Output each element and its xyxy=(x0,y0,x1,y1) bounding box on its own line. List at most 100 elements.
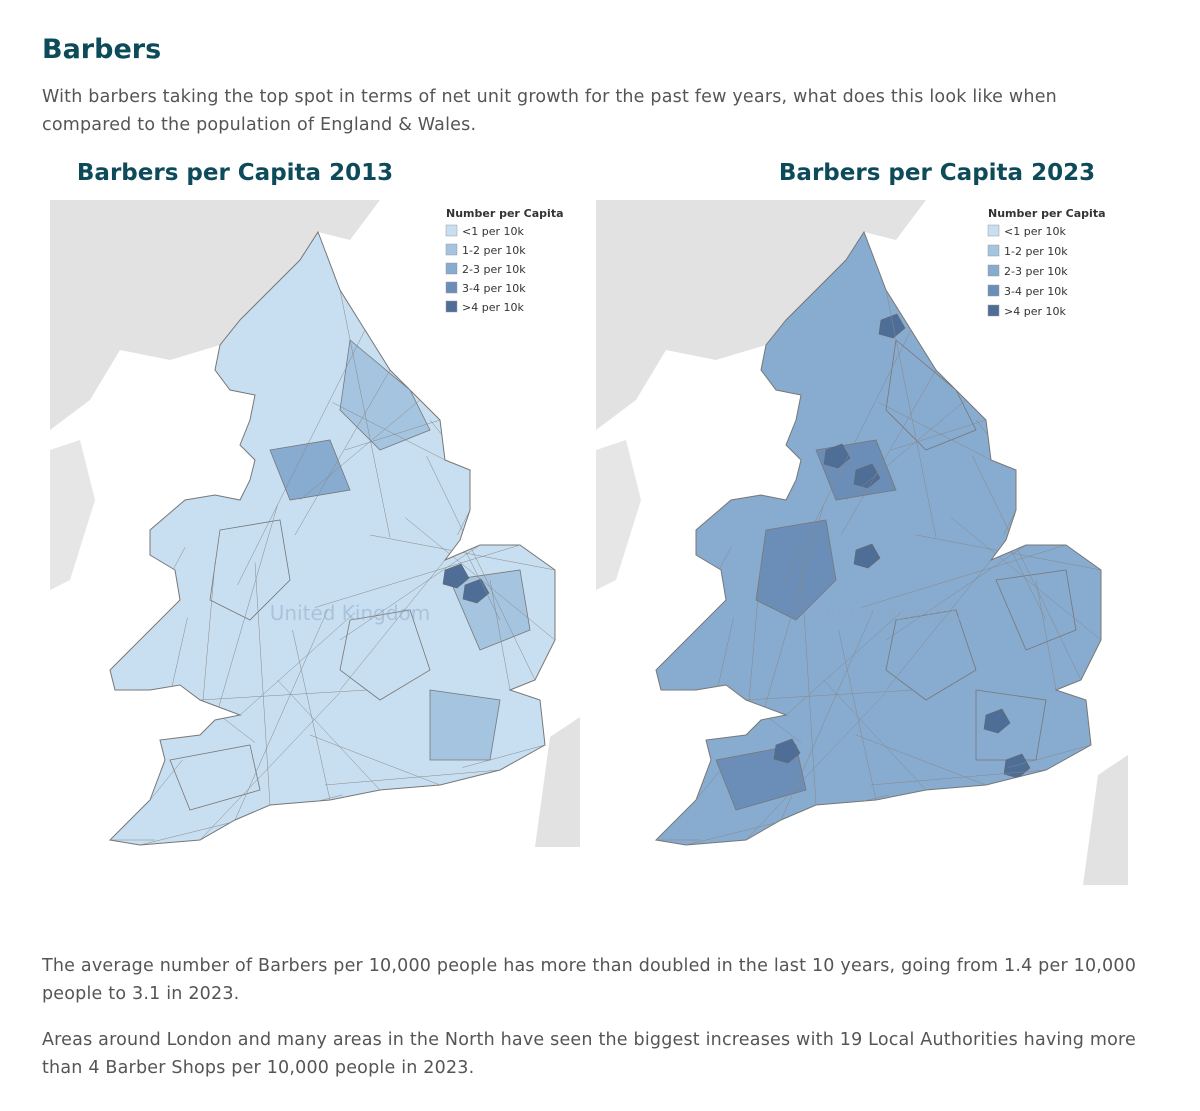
legend-label: <1 per 10k xyxy=(1004,225,1066,238)
region xyxy=(773,738,801,764)
boundary xyxy=(885,559,992,691)
boundary xyxy=(870,769,1047,786)
paragraph: The average number of Barbers per 10,000… xyxy=(42,956,1137,1004)
boundary xyxy=(878,402,992,461)
boundary xyxy=(760,504,824,721)
boundary xyxy=(745,689,914,701)
legend-label: 2-3 per 10k xyxy=(462,263,526,276)
legend-swatch xyxy=(445,243,458,256)
region xyxy=(878,313,906,339)
region xyxy=(983,708,1011,734)
scotland xyxy=(50,200,380,430)
region xyxy=(209,519,291,621)
region xyxy=(169,744,261,811)
boundary xyxy=(890,419,987,451)
boundary xyxy=(234,609,328,821)
intro: With barbers taking the top spot in term… xyxy=(42,87,1057,135)
boundary xyxy=(292,629,331,801)
boundary xyxy=(915,534,1101,571)
map-title: Barbers per Capita 2013 xyxy=(77,160,393,186)
boundary xyxy=(845,399,967,501)
boundary xyxy=(332,402,446,461)
boundary xyxy=(299,399,421,501)
boundary xyxy=(426,455,536,681)
boundary xyxy=(489,579,511,691)
boundary xyxy=(838,629,877,801)
boundary xyxy=(237,329,366,586)
legend-label: 1-2 per 10k xyxy=(1004,245,1068,258)
boundary xyxy=(780,609,874,821)
boundary xyxy=(1035,579,1057,691)
region xyxy=(442,563,470,589)
legend-swatch xyxy=(987,264,1000,277)
map: United Kingdom Number per Capita <1 per 10… xyxy=(50,200,580,847)
legend-label: 1-2 per 10k xyxy=(462,244,526,257)
boundary xyxy=(199,689,368,701)
legend-swatch xyxy=(445,300,458,313)
boundary xyxy=(823,679,927,791)
boundary xyxy=(314,544,521,608)
legend-label: 3-4 per 10k xyxy=(462,282,526,295)
regions xyxy=(110,232,555,845)
region xyxy=(853,543,881,569)
boundary xyxy=(1008,744,1092,768)
legend-swatch xyxy=(987,224,1000,237)
boundary xyxy=(254,562,271,806)
legend-swatch xyxy=(987,244,1000,257)
boundary xyxy=(785,612,902,716)
boundary xyxy=(309,734,441,786)
region xyxy=(823,443,851,469)
region xyxy=(853,463,881,489)
boundary xyxy=(369,534,555,571)
legend-label: 2-3 per 10k xyxy=(1004,265,1068,278)
legend-label: >4 per 10k xyxy=(1004,305,1066,318)
boundary xyxy=(457,509,471,536)
region xyxy=(339,339,431,451)
region xyxy=(885,339,977,451)
watermark: United Kingdom xyxy=(270,601,431,625)
heading: Barbers xyxy=(42,34,162,65)
boundary xyxy=(277,679,381,791)
boundary xyxy=(344,419,441,451)
legend-swatch xyxy=(445,281,458,294)
watermark: United Kingdom xyxy=(816,601,977,625)
scotland xyxy=(596,200,926,430)
boundary xyxy=(214,504,278,721)
boundary xyxy=(783,329,912,586)
boundary xyxy=(339,559,446,691)
map: United Kingdom Number per Capita <1 per 10… xyxy=(596,200,1128,885)
boundary xyxy=(324,769,501,786)
legend-swatch xyxy=(987,304,1000,317)
boundary xyxy=(860,544,1067,608)
france xyxy=(1083,755,1128,885)
region xyxy=(755,519,837,621)
ireland xyxy=(50,440,95,590)
boundary xyxy=(149,759,183,801)
legend-title: Number per Capita xyxy=(988,207,1106,220)
paragraph: Areas around London and many areas in th… xyxy=(42,1030,1136,1078)
boundary xyxy=(885,544,1027,641)
boundary xyxy=(972,455,1082,681)
boundary xyxy=(294,369,391,536)
boundary xyxy=(404,517,555,641)
region xyxy=(429,689,501,761)
legend-swatch xyxy=(445,224,458,237)
boundary xyxy=(695,759,729,801)
ireland xyxy=(596,440,641,590)
boundary xyxy=(462,744,546,768)
boundary xyxy=(239,612,356,716)
boundary xyxy=(800,562,817,806)
legend-swatch xyxy=(987,284,1000,297)
legend-label: >4 per 10k xyxy=(462,301,524,314)
region xyxy=(995,569,1077,651)
region xyxy=(885,609,977,701)
boundary xyxy=(339,544,481,641)
legend-swatch xyxy=(445,262,458,275)
region xyxy=(269,439,351,501)
france xyxy=(535,717,580,847)
boundary xyxy=(1003,509,1017,536)
boundary xyxy=(855,734,987,786)
map-title: Barbers per Capita 2023 xyxy=(779,160,1095,186)
boundary xyxy=(950,517,1101,641)
